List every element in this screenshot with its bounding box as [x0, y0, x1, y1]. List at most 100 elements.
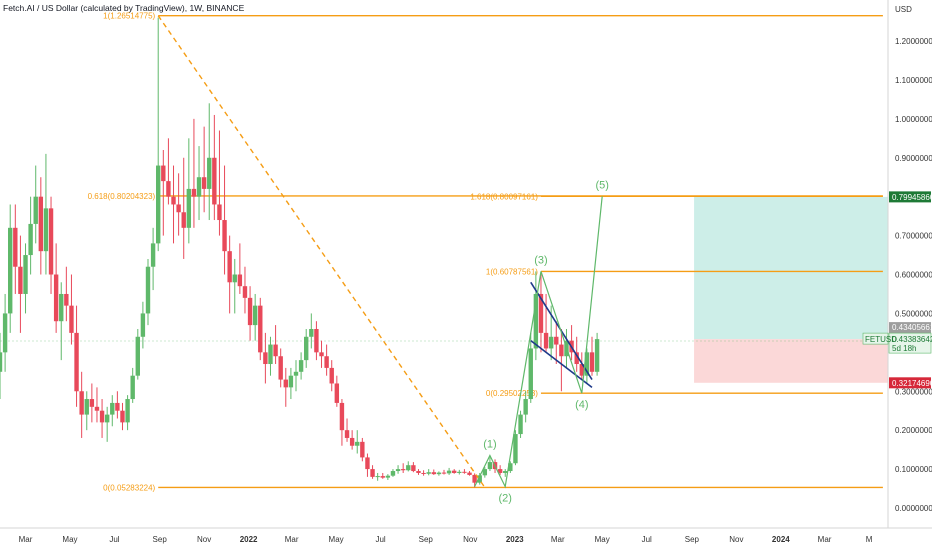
candle[interactable] — [380, 472, 385, 479]
candle[interactable] — [543, 293, 549, 353]
candle[interactable] — [268, 336, 273, 376]
candle[interactable] — [309, 313, 314, 349]
candle[interactable] — [508, 461, 513, 473]
candle[interactable] — [18, 235, 23, 333]
elliott-wave-path[interactable] — [474, 196, 603, 489]
candle[interactable] — [161, 149, 166, 236]
candle[interactable] — [166, 138, 171, 205]
candle[interactable] — [191, 118, 197, 228]
candle[interactable] — [436, 471, 442, 476]
candle[interactable] — [370, 465, 375, 479]
candle[interactable] — [104, 406, 110, 442]
candle[interactable] — [258, 297, 263, 361]
candle[interactable] — [263, 332, 268, 384]
candle[interactable] — [145, 258, 151, 326]
candle[interactable] — [171, 165, 176, 244]
candle[interactable] — [201, 126, 207, 213]
candle[interactable] — [416, 469, 421, 475]
candle[interactable] — [13, 204, 18, 294]
candle[interactable] — [523, 391, 528, 423]
candle[interactable] — [28, 196, 33, 275]
candle[interactable] — [503, 469, 508, 477]
candle[interactable] — [426, 469, 431, 476]
candle[interactable] — [43, 153, 49, 275]
candle[interactable] — [2, 293, 8, 372]
candle[interactable] — [390, 469, 396, 477]
candle[interactable] — [513, 430, 518, 466]
candle[interactable] — [278, 348, 283, 388]
candle[interactable] — [293, 360, 299, 392]
candle[interactable] — [222, 165, 227, 275]
candle[interactable] — [457, 469, 462, 475]
candle[interactable] — [115, 391, 120, 419]
candle[interactable] — [186, 138, 192, 244]
candle[interactable] — [472, 473, 477, 488]
candle[interactable] — [355, 430, 360, 454]
candle[interactable] — [23, 243, 28, 314]
candle[interactable] — [156, 17, 161, 252]
candle[interactable] — [487, 457, 493, 472]
candle[interactable] — [212, 114, 217, 221]
candle[interactable] — [84, 391, 89, 431]
candle[interactable] — [334, 375, 340, 407]
candle[interactable] — [554, 321, 559, 365]
candle[interactable] — [406, 461, 411, 472]
candle[interactable] — [400, 463, 406, 473]
candle[interactable] — [288, 367, 294, 400]
candle[interactable] — [441, 469, 447, 475]
candle[interactable] — [462, 469, 467, 474]
candle[interactable] — [227, 235, 232, 314]
candle[interactable] — [344, 418, 350, 442]
candle[interactable] — [324, 344, 329, 376]
candle[interactable] — [69, 274, 74, 345]
candle[interactable] — [298, 352, 304, 380]
candle[interactable] — [64, 266, 69, 322]
candle[interactable] — [339, 399, 345, 446]
candle[interactable] — [518, 410, 523, 438]
candle[interactable] — [94, 387, 100, 423]
candle[interactable] — [242, 266, 248, 314]
candle[interactable] — [0, 332, 3, 400]
candles[interactable] — [0, 17, 600, 488]
retracement-line[interactable] — [157, 15, 486, 488]
candle[interactable] — [497, 465, 503, 475]
candle[interactable] — [283, 367, 288, 407]
candle[interactable] — [584, 348, 590, 384]
candle[interactable] — [135, 328, 140, 380]
candle[interactable] — [196, 146, 202, 221]
candle[interactable] — [232, 258, 237, 314]
candle[interactable] — [99, 399, 105, 438]
candle[interactable] — [594, 332, 600, 376]
candle[interactable] — [181, 157, 186, 259]
candle[interactable] — [375, 472, 380, 481]
candle[interactable] — [589, 336, 595, 376]
candle[interactable] — [140, 301, 146, 349]
candle[interactable] — [252, 293, 258, 341]
candle[interactable] — [467, 471, 472, 476]
candle[interactable] — [421, 470, 426, 476]
candle[interactable] — [304, 328, 309, 368]
candle[interactable] — [314, 321, 319, 361]
candle[interactable] — [538, 274, 544, 353]
candle[interactable] — [59, 282, 64, 361]
candle[interactable] — [125, 395, 130, 431]
candle[interactable] — [273, 325, 278, 365]
candle[interactable] — [130, 367, 135, 403]
candle[interactable] — [349, 430, 355, 450]
trend-line[interactable] — [530, 340, 593, 389]
candle[interactable] — [385, 474, 391, 480]
time-axis[interactable]: Mar May Jul Sep Nov 2022 Mar May Jul Sep Nov 2023 Ma… — [19, 535, 873, 544]
candle[interactable] — [446, 467, 452, 475]
candle[interactable] — [48, 196, 54, 294]
candle[interactable] — [329, 360, 334, 392]
candle[interactable] — [150, 227, 156, 291]
candle[interactable] — [38, 177, 44, 275]
candle[interactable] — [319, 340, 324, 368]
candle[interactable] — [452, 469, 457, 474]
candle[interactable] — [53, 243, 59, 333]
candle[interactable] — [395, 465, 401, 474]
candle[interactable] — [247, 286, 253, 341]
candle[interactable] — [217, 130, 222, 236]
